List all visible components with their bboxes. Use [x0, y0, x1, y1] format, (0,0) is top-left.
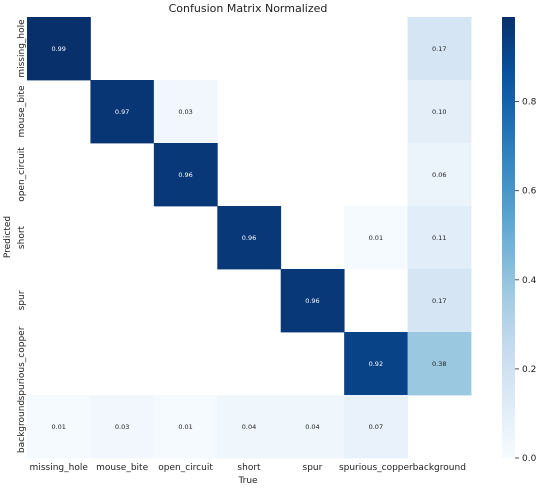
cell-value-label: 0.96 [178, 171, 192, 179]
cell-value-label: 0.96 [305, 297, 319, 305]
cell-value-label: 0.38 [432, 360, 446, 368]
cell-value-label: 0.01 [369, 234, 383, 242]
cell-value-label: 0.96 [242, 234, 256, 242]
heatmap-cell [27, 395, 91, 459]
colorbar-ticks: 0.0 0.2 0.4 0.6 0.8 [515, 98, 537, 464]
heatmap-cells [27, 17, 472, 459]
heatmap-cell [407, 269, 472, 333]
x-tick-label: background [413, 463, 466, 473]
y-tick-label: short [17, 225, 27, 249]
heatmap-cell [217, 206, 282, 270]
y-tick-label: missing_hole [17, 19, 27, 78]
cell-value-label: 0.17 [432, 45, 446, 53]
heatmap-cell [407, 143, 472, 207]
y-axis-label: Predicted [3, 216, 13, 258]
heatmap-cell [344, 395, 408, 459]
colorbar-tick-label: 0.2 [522, 365, 536, 375]
heatmap-cell [407, 332, 472, 396]
heatmap-cell-labels: 0.99 0.17 0.97 0.03 0.10 0.96 0.06 0.96 0.01 0.11… [51, 45, 446, 431]
y-tick-label: mouse_bite [17, 85, 27, 137]
heatmap-cell [344, 332, 408, 396]
x-tick-labels: missing_hole mouse_bite open_circuit short s… [30, 463, 466, 473]
cell-value-label: 0.04 [242, 423, 256, 431]
y-tick-label: spur [17, 290, 27, 310]
x-tick-label: missing_hole [30, 463, 89, 473]
colorbar-tick-label: 0.4 [522, 276, 537, 286]
x-tick-label: short [237, 463, 261, 473]
cell-value-label: 0.06 [432, 171, 446, 179]
x-tick-label: mouse_bite [96, 463, 148, 473]
y-tick-label: background [17, 400, 27, 453]
heatmap-cell [217, 395, 282, 459]
cell-value-label: 0.01 [51, 423, 65, 431]
heatmap-cell [407, 17, 472, 81]
cell-value-label: 0.17 [432, 297, 446, 305]
cell-value-label: 0.07 [369, 423, 383, 431]
cell-value-label: 0.99 [51, 45, 65, 53]
x-tick-label: spur [303, 463, 323, 473]
y-tick-label: open_circuit [17, 147, 27, 202]
heatmap-cell [153, 143, 218, 207]
colorbar-tick-label: 0.0 [522, 454, 537, 464]
colorbar-gradient [502, 17, 515, 458]
cell-value-label: 0.03 [115, 423, 129, 431]
x-tick-label: spurious_copper [339, 463, 413, 473]
chart-title: Confusion Matrix Normalized [169, 2, 328, 15]
colorbar: 0.0 0.2 0.4 0.6 0.8 [502, 17, 537, 464]
heatmap-cell [344, 206, 408, 270]
cell-value-label: 0.10 [432, 108, 446, 116]
colorbar-tick-label: 0.6 [522, 187, 537, 197]
cell-value-label: 0.92 [369, 360, 383, 368]
heatmap-cell [407, 80, 472, 144]
cell-value-label: 0.11 [432, 234, 446, 242]
cell-value-label: 0.03 [178, 108, 192, 116]
cell-value-label: 0.97 [115, 108, 129, 116]
heatmap-cell [90, 80, 155, 144]
heatmap-cell [280, 269, 345, 333]
heatmap-cell [153, 395, 218, 459]
heatmap-cell [153, 80, 218, 144]
cell-value-label: 0.01 [178, 423, 192, 431]
heatmap-cell [407, 206, 472, 270]
heatmap-cell [27, 17, 91, 81]
y-tick-label: spurious_copper [17, 326, 27, 400]
heatmap-cell [280, 395, 345, 459]
colorbar-tick-label: 0.8 [522, 98, 537, 108]
heatmap-cell [90, 395, 155, 459]
x-axis-label: True [237, 476, 258, 486]
x-tick-label: open_circuit [158, 463, 213, 473]
cell-value-label: 0.04 [305, 423, 319, 431]
